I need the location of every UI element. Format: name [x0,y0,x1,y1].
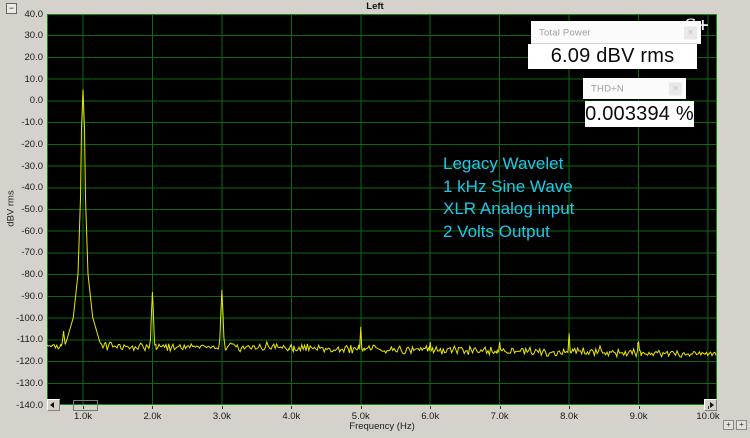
thdn-header[interactable]: THD+N × [583,78,686,99]
collapse-panel-button[interactable]: − [6,3,17,14]
y-tick-label: -70.0 [21,247,43,259]
close-icon[interactable]: × [669,82,682,95]
y-tick-label: -90.0 [21,290,43,302]
total-power-label: Total Power [539,27,591,38]
y-tick-label: -10.0 [21,117,43,129]
x-tick-mark [360,406,362,409]
x-tick-label: 2.0k [143,411,162,422]
x-tick-label: 9.0k [629,411,648,422]
x-tick-mark [221,406,223,409]
y-tick-label: -120.0 [16,356,43,368]
y-tick-label: -130.0 [16,377,43,389]
panel-title: Left [366,1,384,12]
x-tick-label: 6.0k [421,411,440,422]
thdn-label: THD+N [591,83,624,94]
annotation-line: Legacy Wavelet [443,154,564,173]
y-tick-label: -40.0 [21,182,43,194]
y-tick-label: -60.0 [21,225,43,237]
annotation-text: Legacy Wavelet 1 kHz Sine Wave XLR Analog … [443,153,574,243]
y-tick-label: 40.0 [24,8,44,20]
x-tick-mark [638,406,640,409]
x-tick-label: 4.0k [282,411,301,422]
y-tick-label: -50.0 [21,204,43,215]
x-tick-label: 10.0k [696,411,720,422]
x-tick-mark [152,406,154,409]
y-tick-label: -110.0 [16,334,43,346]
y-tick-label: -30.0 [21,160,43,172]
x-tick-mark [430,406,432,409]
close-icon[interactable]: × [684,26,697,39]
y-tick-label: 10.0 [24,73,44,85]
y-tick-label: -80.0 [21,269,43,281]
left-arrow-icon [50,402,54,408]
x-tick-label: 1.0k [74,411,92,422]
x-tick-label: 5.0k [351,411,370,422]
y-tick-label: -100.0 [16,312,43,324]
y-tick-label: -140.0 [16,399,43,411]
y-tick-label: 20.0 [24,51,44,63]
y-tick-label: 0.0 [29,95,43,107]
thdn-value: 0.003394 % [585,101,694,127]
x-tick-mark [708,406,709,409]
fft-spectrum-chart [47,14,717,405]
axis-zoom-button-1[interactable]: + [723,420,734,430]
x-tick-mark [83,406,84,409]
x-tick-label: 8.0k [560,411,579,422]
annotation-line: 2 Volts Output [443,221,550,241]
x-tick-label: 3.0k [212,411,231,422]
x-tick-mark [569,406,571,409]
y-tick-label: 30.0 [24,30,44,42]
annotation-line: XLR Analog input [443,199,575,218]
annotation-line: 1 kHz Sine Wave [443,176,573,196]
scroll-right-button[interactable] [704,399,717,411]
scroll-left-button[interactable] [47,399,60,411]
x-tick-label: 7.0k [490,411,509,422]
x-axis-title: Frequency (Hz) [349,421,415,432]
total-power-header[interactable]: Total Power × [531,21,701,44]
x-tick-mark [499,406,501,409]
total-power-value: 6.09 dBV rms [528,44,697,69]
axis-zoom-button-2[interactable]: + [736,420,747,430]
x-tick-mark [291,406,293,409]
right-arrow-icon [710,402,714,408]
scrollbar-thumb[interactable] [73,400,98,411]
y-tick-label: -20.0 [21,138,43,150]
